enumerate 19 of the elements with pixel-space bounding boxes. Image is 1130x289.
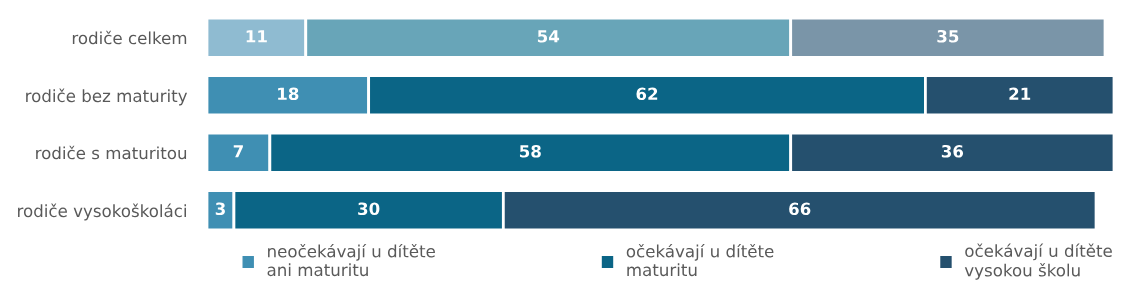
y-tick-label: rodiče vysokoškoláci [18,203,186,221]
data-label: 58 [519,144,541,158]
legend-label: očekávají u dítěte vysokou školu [964,243,1112,280]
data-label: 62 [636,87,658,101]
data-label: 7 [233,145,243,158]
data-label: 54 [537,30,560,43]
data-label: 3 [215,202,225,216]
data-label: 66 [789,202,811,216]
legend-label: neočekávají u dítěte ani maturitu [267,243,435,277]
y-tick-label: rodiče bez maturity [26,88,188,106]
y-tick-label: rodiče s maturitou [36,145,187,160]
data-label: 36 [941,144,964,158]
data-label: 30 [358,202,380,216]
data-label: 18 [278,87,299,101]
y-tick-label: rodiče celkem [72,30,187,45]
data-label: 35 [937,29,959,43]
data-label: 21 [1009,87,1031,100]
legend-label: očekávají u dítěte maturitu [626,243,774,277]
data-label: 11 [246,30,267,43]
